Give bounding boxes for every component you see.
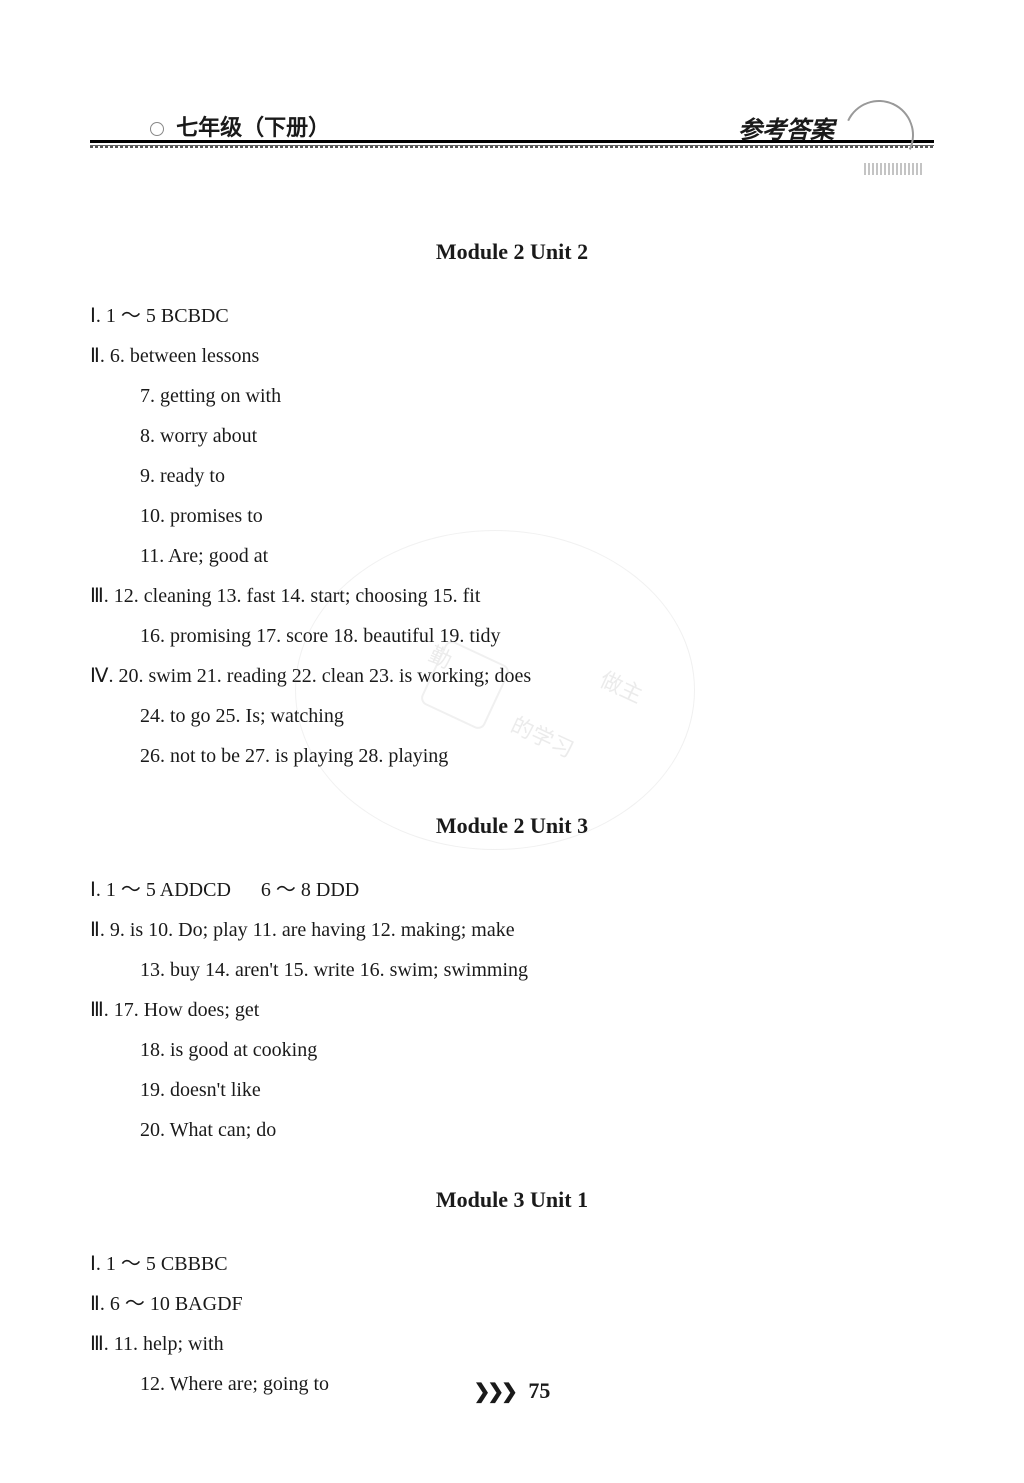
header-right: 参考答案 <box>738 110 834 145</box>
page-header: 七年级（下册） 参考答案 <box>90 110 934 170</box>
section-title: Module 3 Unit 1 <box>90 1178 934 1222</box>
answer-line: 10. promises to <box>90 496 934 536</box>
answer-line: 8. worry about <box>90 416 934 456</box>
grade-label: 七年级（下册） <box>176 115 330 140</box>
answer-line: Ⅲ. 11. help; with <box>90 1324 934 1364</box>
answer-line: 20. What can; do <box>90 1110 934 1150</box>
page: 七年级（下册） 参考答案 勤 的学习 做主 Module 2 Unit 2Ⅰ. … <box>0 0 1024 1444</box>
answer-line: 16. promising 17. score 18. beautiful 19… <box>90 616 934 656</box>
answer-line: Ⅱ. 6 ～ 10 BAGDF <box>90 1284 934 1324</box>
page-footer: ❯❯❯ 75 <box>0 1378 1024 1404</box>
answer-line: 24. to go 25. Is; watching <box>90 696 934 736</box>
answer-line: Ⅱ. 6. between lessons <box>90 336 934 376</box>
answer-line: Ⅳ. 20. swim 21. reading 22. clean 23. is… <box>90 656 934 696</box>
circle-icon <box>150 122 164 136</box>
answer-line: 9. ready to <box>90 456 934 496</box>
answer-line: 11. Are; good at <box>90 536 934 576</box>
chevrons-icon: ❯❯❯ <box>474 1379 515 1404</box>
answer-line: 19. doesn't like <box>90 1070 934 1110</box>
header-decoration <box>844 100 934 170</box>
content-body: Module 2 Unit 2 Ⅰ. 1 ～ 5 BCBDCⅡ. 6. betwe… <box>90 230 934 1404</box>
answer-line: Ⅰ. 1 ～ 5 BCBDC <box>90 296 934 336</box>
answer-line: 26. not to be 27. is playing 28. playing <box>90 736 934 776</box>
page-number: 75 <box>528 1378 550 1403</box>
answer-line: Ⅰ. 1 ～ 5 ADDCD 6 ～ 8 DDD <box>90 870 934 910</box>
answer-line: 18. is good at cooking <box>90 1030 934 1070</box>
section-title: Module 2 Unit 2 <box>90 230 934 274</box>
answer-line: 13. buy 14. aren't 15. write 16. swim; s… <box>90 950 934 990</box>
section-title: Module 2 Unit 3 <box>90 804 934 848</box>
answer-line: 7. getting on with <box>90 376 934 416</box>
answer-line: Ⅱ. 9. is 10. Do; play 11. are having 12.… <box>90 910 934 950</box>
answer-line: Ⅲ. 17. How does; get <box>90 990 934 1030</box>
answer-line: Ⅲ. 12. cleaning 13. fast 14. start; choo… <box>90 576 934 616</box>
answer-line: Ⅰ. 1 ～ 5 CBBBC <box>90 1244 934 1284</box>
header-left: 七年级（下册） <box>150 110 330 142</box>
scribble-icon <box>864 163 924 175</box>
